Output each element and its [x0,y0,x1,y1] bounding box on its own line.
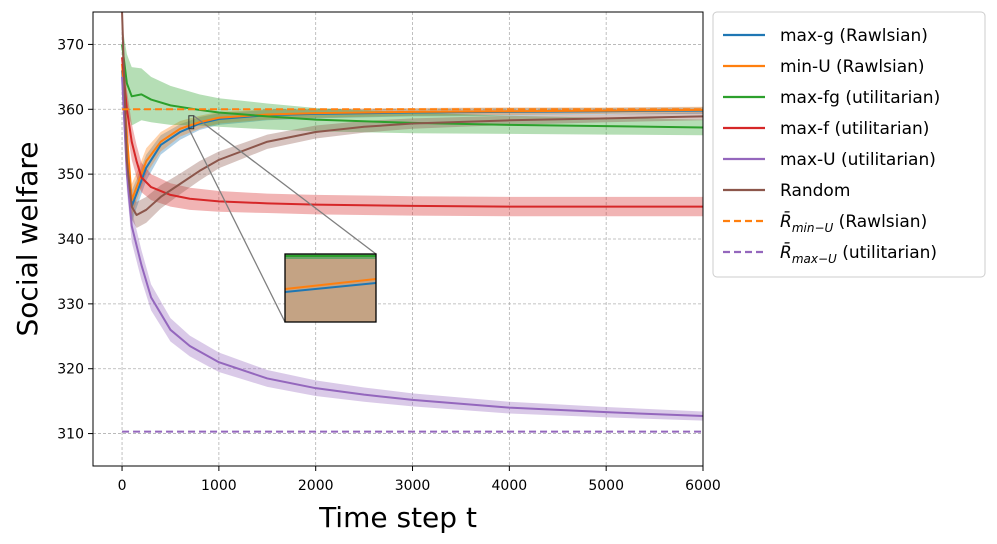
y-tick-label: 340 [57,232,84,248]
inset-frame [284,253,377,323]
y-tick-label: 350 [57,167,84,183]
band-random [122,12,703,228]
x-tick-label: 4000 [492,478,528,494]
series-line-max-f-utilitarian [121,57,703,208]
inset-line-max-g [285,282,376,293]
legend-entry-label: Random [780,181,850,201]
x-tick-label: 2000 [298,478,334,494]
legend-frame [712,11,986,278]
legend-entry-label: R̄min−U (Rawlsian) [780,210,927,235]
y-axis-title: Social welfare [11,142,44,337]
y-tick-label: 320 [57,362,84,378]
inset-plot [285,254,376,293]
legend-entry-label: max-g (Rawlsian) [780,26,928,46]
series-lines [121,12,703,433]
zoom-connector [188,128,286,323]
legend-math-subscript: min−U [792,221,834,235]
band-max-f-utilitarian [122,37,703,217]
zoom-source-box [188,115,195,130]
y-tick-label: 370 [57,37,84,53]
series-line-min-u-rawlsian [121,63,703,202]
legend: max-g (Rawlsian) min-U (Rawlsian) max-fg (… [712,11,986,278]
legend-entry-label: max-U (utilitarian) [780,150,936,170]
band-max-fg-utilitarian [122,24,703,136]
inset-line-min-u [285,278,376,290]
x-tick-label: 3000 [395,478,431,494]
y-tick-label: 310 [57,427,84,443]
x-tick-label: 6000 [685,478,721,494]
x-axis-title: Time step t [318,501,477,534]
series-line-random [121,12,703,217]
series-line-max-u-utilitarian [121,76,703,418]
x-tick-label: 0 [118,478,127,494]
x-tick-label: 5000 [588,478,624,494]
zoom-connector [193,115,377,255]
legend-math-base: R̄ [780,210,792,232]
legend-label-text: (utilitarian) [837,243,937,263]
legend-entry-label: max-f (utilitarian) [780,119,929,139]
legend-entry-label: max-fg (utilitarian) [780,88,940,108]
y-tick-label: 330 [57,297,84,313]
legend-math-subscript: max−U [792,252,837,266]
y-tick-label: 360 [57,102,84,118]
y-axis-ticks: 310 320 330 340 350 360 370 [57,37,93,443]
legend-label-text: (Rawlsian) [833,212,927,232]
x-tick-label: 1000 [201,478,237,494]
legend-entry-label: R̄max−U (utilitarian) [780,241,937,266]
legend-entry-label: min-U (Rawlsian) [780,57,925,77]
x-axis-ticks: 0 1000 2000 3000 4000 5000 6000 [118,466,721,494]
zoom-inset [188,115,377,323]
series-line-max-fg-utilitarian [121,44,703,129]
legend-math-base: R̄ [780,241,792,263]
confidence-bands [122,12,703,421]
